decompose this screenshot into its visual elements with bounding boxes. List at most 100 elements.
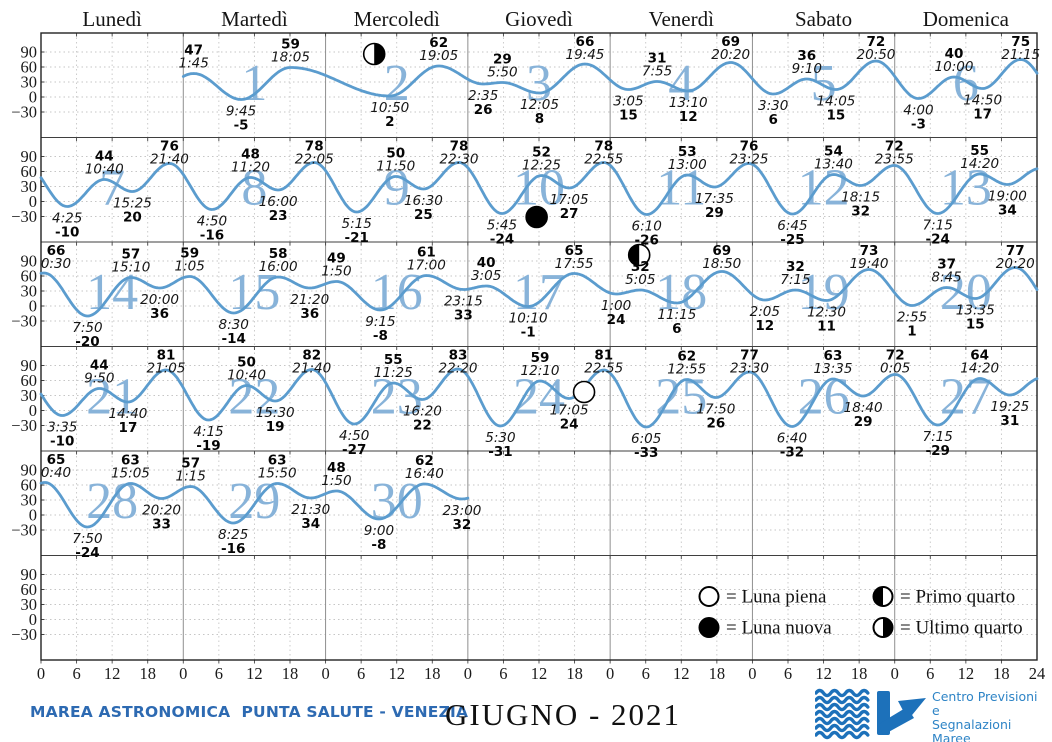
y-axis-label: 90: [21, 461, 38, 480]
tide-height-value: 65: [47, 452, 66, 468]
tide-time: 22:20: [439, 361, 478, 377]
y-axis-label: −30: [11, 521, 37, 540]
tide-time: 20:20: [996, 256, 1035, 272]
tide-height-value: 32: [453, 517, 472, 533]
tide-time: 17:00: [407, 258, 446, 274]
low-tide-label: 12:058: [520, 97, 559, 127]
low-tide-label: 4:50-27: [339, 428, 369, 458]
tide-height-value: 62: [415, 453, 434, 469]
tide-height-value: 26: [474, 102, 493, 118]
tide-time: 20:20: [711, 47, 750, 63]
y-axis-label: 60: [21, 476, 38, 495]
chart-frame: [40, 32, 1038, 661]
tide-time: 3:35: [47, 420, 77, 436]
x-axis-label: 6: [72, 664, 80, 683]
high-tide-label: 491:50: [321, 251, 351, 280]
tide-height-value: 81: [157, 348, 176, 364]
tide-time: 7:15: [923, 218, 953, 234]
low-tide-label: 9:00-8: [364, 523, 394, 553]
tide-time: 6:40: [777, 431, 807, 447]
station-title: MAREA ASTRONOMICA PUNTA SALUTE - VENEZIA: [30, 703, 469, 721]
tide-height-value: 62: [429, 35, 448, 51]
tide-height-value: 59: [281, 37, 300, 53]
x-axis-label: 6: [926, 664, 934, 683]
tide-time: 14:05: [816, 94, 855, 110]
tide-height-value: 22: [413, 418, 432, 434]
tide-height-value: 53: [678, 144, 697, 160]
y-axis-label: 30: [21, 595, 38, 614]
tide-time: 4:15: [193, 424, 223, 440]
day-number: 2: [384, 55, 410, 112]
tide-height-value: -20: [75, 334, 99, 350]
low-tide-label: 6:10-26: [632, 219, 662, 249]
tide-height-value: 31: [1000, 413, 1019, 429]
tide-time: 22:55: [584, 152, 623, 168]
day-number: 18: [655, 264, 707, 321]
tide-height-value: 50: [237, 355, 256, 371]
tide-time: 8:30: [219, 317, 249, 333]
tide-time: 12:30: [807, 305, 846, 321]
tide-time: 21:40: [150, 152, 189, 168]
tide-time: 7:55: [642, 64, 672, 80]
tide-time: 19:45: [565, 47, 604, 63]
tide-height-value: -25: [780, 232, 804, 248]
low-tide-label: 7:15-24: [923, 218, 953, 248]
tide-height-value: 40: [945, 46, 964, 62]
y-axis-label: 90: [21, 565, 38, 584]
arrow-icon: [877, 691, 926, 735]
tide-time: 1:05: [175, 259, 205, 275]
x-axis-label: 18: [139, 664, 156, 683]
tide-height-value: 49: [327, 251, 346, 267]
tide-height-value: -24: [926, 232, 950, 248]
tide-height-value: 19: [266, 419, 285, 435]
high-tide-label: 660:30: [41, 243, 71, 272]
weekday-header: Domenica: [923, 7, 1010, 31]
low-tide-label: 8:30-14: [219, 317, 249, 347]
high-tide-label: 369:10: [792, 48, 822, 77]
tide-height-value: 78: [305, 139, 324, 155]
tide-time: 7:50: [72, 320, 102, 336]
primo-quarto-icon: [627, 243, 651, 267]
tide-time: 5:30: [485, 430, 515, 446]
x-axis-label: 0: [179, 664, 187, 683]
y-axis-label: 30: [21, 386, 38, 405]
y-axis-label: 30: [21, 282, 38, 301]
moon-dark-half: [883, 618, 893, 637]
tide-time: 11:15: [657, 307, 696, 323]
high-tide-label: 650:40: [41, 452, 71, 481]
tide-height-value: -31: [488, 444, 512, 460]
low-tide-label: 9:45-5: [226, 104, 256, 134]
low-tide-label: 5:15-21: [342, 216, 372, 246]
tide-time: 23:15: [444, 294, 483, 310]
tide-time: 18:50: [702, 256, 741, 272]
tide-time: 17:50: [696, 402, 735, 418]
tide-time: 16:00: [259, 194, 298, 210]
day-number: 6: [953, 55, 979, 112]
tide-height-value: 15: [966, 317, 985, 333]
tide-time: 2:35: [468, 88, 498, 104]
tide-height-value: 52: [532, 145, 551, 161]
tide-time: 19:05: [419, 48, 458, 64]
tide-time: 18:40: [844, 400, 883, 416]
week-row-1: 1 2 3 4 5 6471:459:45-55918:0510:5026219:052:…: [178, 34, 1040, 134]
x-axis-label: 0: [748, 664, 756, 683]
x-axis: 0 6 12 18 0 6 12 18 0 6 12 18 0 6 12 18 0 6 12 18 0 6 12 18 0 6 12…: [37, 664, 1045, 683]
tide-height-value: 44: [95, 149, 114, 165]
tide-time: 21:15: [1001, 47, 1040, 63]
tide-time: 13:40: [814, 157, 853, 173]
tide-height-value: 17: [973, 107, 992, 123]
